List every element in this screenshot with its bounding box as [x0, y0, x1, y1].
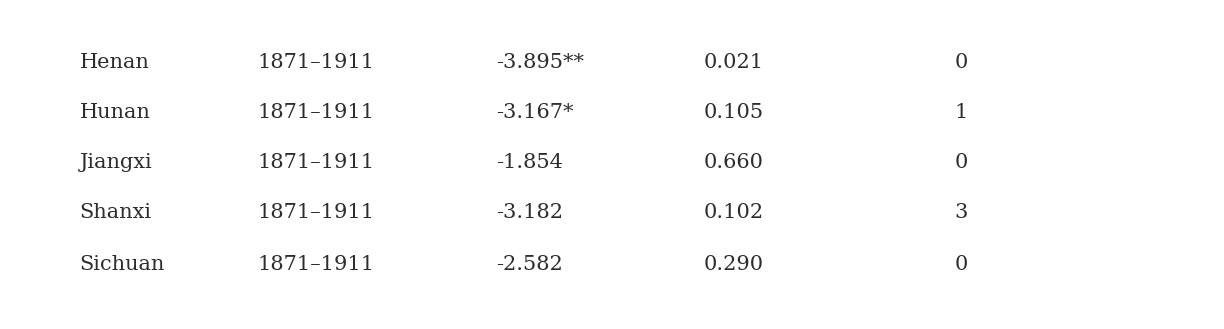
- Text: 0.105: 0.105: [704, 103, 764, 121]
- Text: 0.021: 0.021: [704, 53, 764, 71]
- Text: -2.582: -2.582: [496, 256, 563, 274]
- Text: -3.895**: -3.895**: [496, 53, 584, 71]
- Text: 0.660: 0.660: [704, 153, 764, 171]
- Text: Sichuan: Sichuan: [80, 256, 165, 274]
- Text: -3.167*: -3.167*: [496, 103, 573, 121]
- Text: Shanxi: Shanxi: [80, 203, 152, 221]
- Text: Henan: Henan: [80, 53, 149, 71]
- Text: 1871–1911: 1871–1911: [257, 53, 375, 71]
- Text: -3.182: -3.182: [496, 203, 563, 221]
- Text: 1871–1911: 1871–1911: [257, 153, 375, 171]
- Text: 1871–1911: 1871–1911: [257, 256, 375, 274]
- Text: 0: 0: [955, 53, 968, 71]
- Text: 3: 3: [955, 203, 968, 221]
- Text: -1.854: -1.854: [496, 153, 563, 171]
- Text: Hunan: Hunan: [80, 103, 151, 121]
- Text: 1871–1911: 1871–1911: [257, 203, 375, 221]
- Text: 1871–1911: 1871–1911: [257, 103, 375, 121]
- Text: Jiangxi: Jiangxi: [80, 153, 152, 171]
- Text: 0: 0: [955, 256, 968, 274]
- Text: 0.290: 0.290: [704, 256, 764, 274]
- Text: 0: 0: [955, 153, 968, 171]
- Text: 1: 1: [955, 103, 968, 121]
- Text: 0.102: 0.102: [704, 203, 764, 221]
